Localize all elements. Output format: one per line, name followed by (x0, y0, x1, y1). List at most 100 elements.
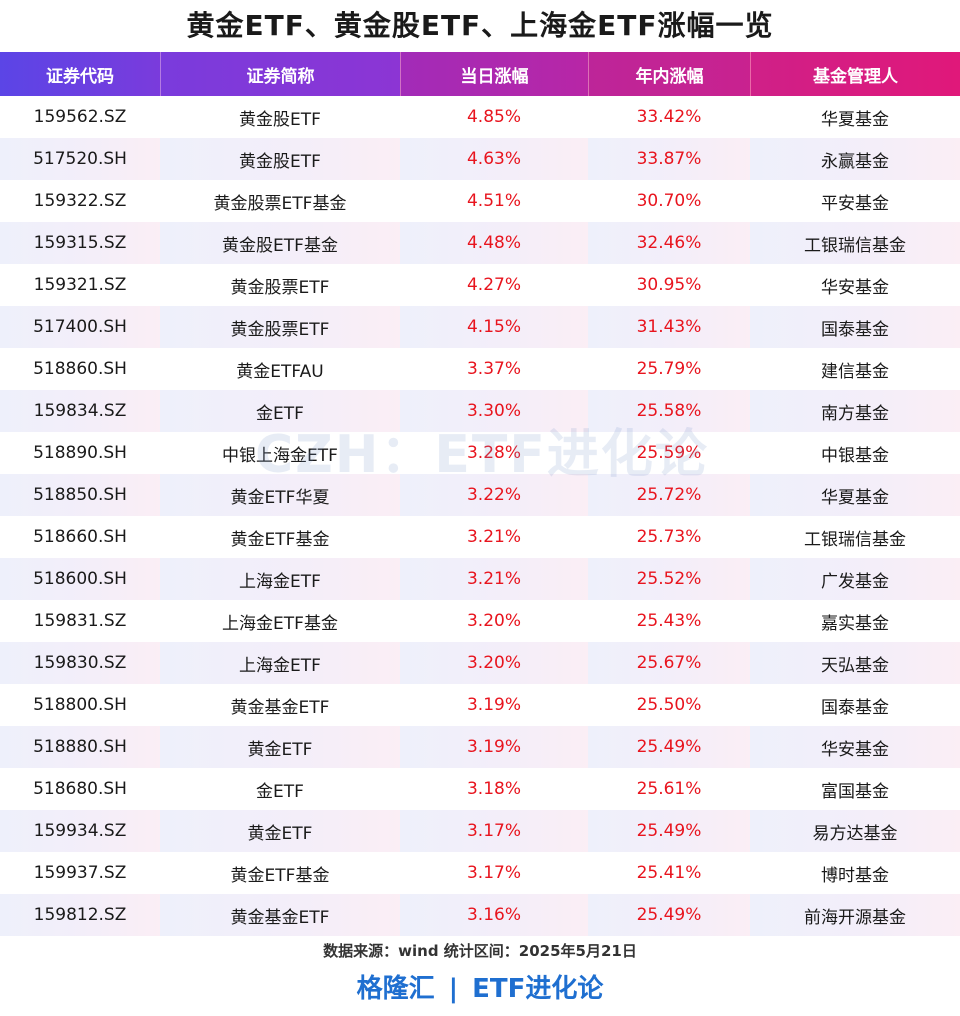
cell-code: 159831.SZ (0, 600, 160, 642)
cell-name: 黄金股ETF (160, 96, 400, 138)
table-row: 159812.SZ 黄金基金ETF 3.16% 25.49% 前海开源基金 (0, 894, 960, 936)
cell-name: 黄金股票ETF基金 (160, 180, 400, 222)
cell-day-change: 3.28% (400, 432, 588, 474)
cell-ytd-change: 30.70% (588, 180, 750, 222)
cell-day-change: 3.20% (400, 600, 588, 642)
cell-name: 黄金股ETF基金 (160, 222, 400, 264)
cell-ytd-change: 25.79% (588, 348, 750, 390)
cell-day-change: 4.51% (400, 180, 588, 222)
table-row: 159321.SZ 黄金股票ETF 4.27% 30.95% 华安基金 (0, 264, 960, 306)
cell-ytd-change: 25.59% (588, 432, 750, 474)
cell-manager: 易方达基金 (750, 810, 960, 852)
table-row: 159934.SZ 黄金ETF 3.17% 25.49% 易方达基金 (0, 810, 960, 852)
table-row: 159830.SZ 上海金ETF 3.20% 25.67% 天弘基金 (0, 642, 960, 684)
table-row: 518600.SH 上海金ETF 3.21% 25.52% 广发基金 (0, 558, 960, 600)
cell-code: 518800.SH (0, 684, 160, 726)
column-header-ytd-change: 年内涨幅 (588, 52, 750, 96)
cell-ytd-change: 25.43% (588, 600, 750, 642)
brand-footer: 格隆汇 | ETF进化论 (0, 966, 960, 1012)
table-row: 517520.SH 黄金股ETF 4.63% 33.87% 永赢基金 (0, 138, 960, 180)
cell-code: 159321.SZ (0, 264, 160, 306)
cell-day-change: 3.17% (400, 810, 588, 852)
cell-manager: 工银瑞信基金 (750, 516, 960, 558)
cell-manager: 博时基金 (750, 852, 960, 894)
cell-day-change: 3.17% (400, 852, 588, 894)
cell-ytd-change: 32.46% (588, 222, 750, 264)
cell-code: 518660.SH (0, 516, 160, 558)
cell-code: 159934.SZ (0, 810, 160, 852)
table-row: 518850.SH 黄金ETF华夏 3.22% 25.72% 华夏基金 (0, 474, 960, 516)
cell-day-change: 3.16% (400, 894, 588, 936)
cell-ytd-change: 25.41% (588, 852, 750, 894)
cell-ytd-change: 30.95% (588, 264, 750, 306)
cell-name: 中银上海金ETF (160, 432, 400, 474)
cell-name: 黄金ETF基金 (160, 516, 400, 558)
table-row: 159562.SZ 黄金股ETF 4.85% 33.42% 华夏基金 (0, 96, 960, 138)
cell-ytd-change: 25.52% (588, 558, 750, 600)
table-row: 518800.SH 黄金基金ETF 3.19% 25.50% 国泰基金 (0, 684, 960, 726)
cell-name: 金ETF (160, 390, 400, 432)
cell-name: 黄金ETF基金 (160, 852, 400, 894)
cell-name: 黄金股票ETF (160, 306, 400, 348)
cell-ytd-change: 25.50% (588, 684, 750, 726)
cell-ytd-change: 25.67% (588, 642, 750, 684)
cell-code: 159830.SZ (0, 642, 160, 684)
cell-code: 159812.SZ (0, 894, 160, 936)
cell-day-change: 4.15% (400, 306, 588, 348)
cell-name: 黄金ETF (160, 810, 400, 852)
cell-code: 517520.SH (0, 138, 160, 180)
table-row: 518660.SH 黄金ETF基金 3.21% 25.73% 工银瑞信基金 (0, 516, 960, 558)
cell-ytd-change: 25.49% (588, 726, 750, 768)
table-row: 518880.SH 黄金ETF 3.19% 25.49% 华安基金 (0, 726, 960, 768)
cell-day-change: 3.22% (400, 474, 588, 516)
cell-name: 黄金基金ETF (160, 684, 400, 726)
cell-day-change: 4.48% (400, 222, 588, 264)
cell-code: 518880.SH (0, 726, 160, 768)
cell-day-change: 3.37% (400, 348, 588, 390)
cell-manager: 天弘基金 (750, 642, 960, 684)
column-header-manager: 基金管理人 (750, 52, 960, 96)
cell-day-change: 3.20% (400, 642, 588, 684)
cell-manager: 中银基金 (750, 432, 960, 474)
cell-day-change: 3.19% (400, 726, 588, 768)
cell-day-change: 3.21% (400, 516, 588, 558)
cell-manager: 平安基金 (750, 180, 960, 222)
cell-manager: 华安基金 (750, 264, 960, 306)
cell-ytd-change: 33.42% (588, 96, 750, 138)
cell-code: 517400.SH (0, 306, 160, 348)
table-header-row: 证券代码 证券简称 当日涨幅 年内涨幅 基金管理人 (0, 52, 960, 96)
table-body: 159562.SZ 黄金股ETF 4.85% 33.42% 华夏基金 517520.SH 黄… (0, 96, 960, 936)
cell-code: 159322.SZ (0, 180, 160, 222)
cell-day-change: 4.85% (400, 96, 588, 138)
cell-code: 518890.SH (0, 432, 160, 474)
cell-ytd-change: 25.73% (588, 516, 750, 558)
cell-code: 159834.SZ (0, 390, 160, 432)
cell-manager: 华安基金 (750, 726, 960, 768)
cell-ytd-change: 33.87% (588, 138, 750, 180)
column-header-day-change: 当日涨幅 (400, 52, 588, 96)
page-title: 黄金ETF、黄金股ETF、上海金ETF涨幅一览 (186, 9, 774, 42)
cell-name: 上海金ETF (160, 642, 400, 684)
cell-day-change: 3.18% (400, 768, 588, 810)
cell-name: 上海金ETF (160, 558, 400, 600)
column-header-name: 证券简称 (160, 52, 400, 96)
cell-code: 159937.SZ (0, 852, 160, 894)
cell-ytd-change: 25.58% (588, 390, 750, 432)
cell-code: 518680.SH (0, 768, 160, 810)
cell-manager: 广发基金 (750, 558, 960, 600)
column-header-code: 证券代码 (0, 52, 160, 96)
cell-manager: 永赢基金 (750, 138, 960, 180)
cell-name: 黄金ETFAU (160, 348, 400, 390)
cell-code: 518860.SH (0, 348, 160, 390)
cell-manager: 富国基金 (750, 768, 960, 810)
cell-ytd-change: 25.49% (588, 894, 750, 936)
table-row: 517400.SH 黄金股票ETF 4.15% 31.43% 国泰基金 (0, 306, 960, 348)
data-source-note: 数据来源：wind 统计区间：2025年5月21日 (323, 942, 637, 960)
table-row: 518860.SH 黄金ETFAU 3.37% 25.79% 建信基金 (0, 348, 960, 390)
cell-code: 159315.SZ (0, 222, 160, 264)
cell-manager: 嘉实基金 (750, 600, 960, 642)
cell-ytd-change: 25.72% (588, 474, 750, 516)
cell-manager: 南方基金 (750, 390, 960, 432)
brand-separator: | (448, 974, 459, 1004)
cell-manager: 前海开源基金 (750, 894, 960, 936)
